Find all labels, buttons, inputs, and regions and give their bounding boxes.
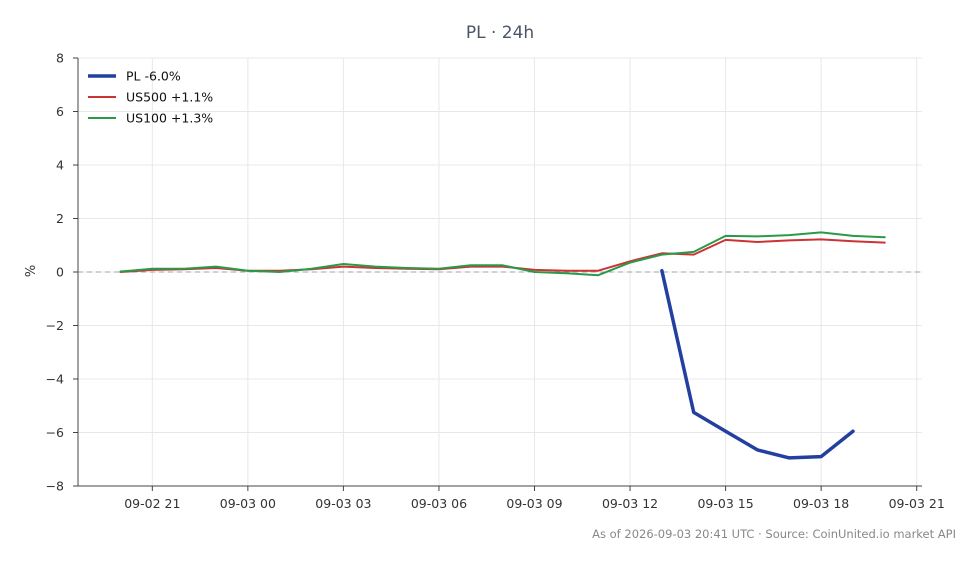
x-tick-label: 09-03 18 — [793, 496, 849, 511]
y-tick-label: −4 — [46, 372, 64, 387]
x-tick-label: 09-03 15 — [697, 496, 753, 511]
y-tick-label: 2 — [56, 211, 64, 226]
y-tick-label: −2 — [46, 318, 64, 333]
y-axis-label: % — [24, 265, 39, 277]
chart-title: PL · 24h — [466, 23, 534, 43]
y-axis-ticks: 8 6 4 2 0 −2 −4 −6 −8 — [46, 51, 78, 494]
y-tick-label: 6 — [56, 104, 64, 119]
y-tick-label: 0 — [56, 265, 64, 280]
legend: PL -6.0% US500 +1.1% US100 +1.3% — [88, 69, 213, 126]
x-tick-label: 09-03 06 — [411, 496, 467, 511]
series-lines — [119, 231, 886, 460]
x-tick-label: 09-02 21 — [124, 496, 180, 511]
x-tick-label: 09-03 12 — [602, 496, 658, 511]
x-axis-ticks: 09-02 21 09-03 00 09-03 03 09-03 06 09-03 09… — [124, 486, 945, 511]
x-tick-label: 09-03 03 — [315, 496, 371, 511]
y-tick-label: 8 — [56, 51, 64, 66]
x-tick-label: 09-03 00 — [220, 496, 276, 511]
x-tick-label: 09-03 09 — [506, 496, 562, 511]
legend-label-1: US500 +1.1% — [126, 90, 213, 105]
series-line-1 — [119, 238, 886, 273]
series-line-0 — [660, 268, 855, 460]
legend-label-0: PL -6.0% — [126, 69, 181, 84]
y-tick-label: −8 — [46, 479, 64, 494]
footer-source: As of 2026-09-03 20:41 UTC · Source: Coi… — [592, 527, 956, 541]
series-line-2 — [119, 231, 886, 277]
legend-label-2: US100 +1.3% — [126, 111, 213, 126]
y-tick-label: −6 — [46, 425, 64, 440]
x-tick-label: 09-03 21 — [889, 496, 945, 511]
y-tick-label: 4 — [56, 158, 64, 173]
